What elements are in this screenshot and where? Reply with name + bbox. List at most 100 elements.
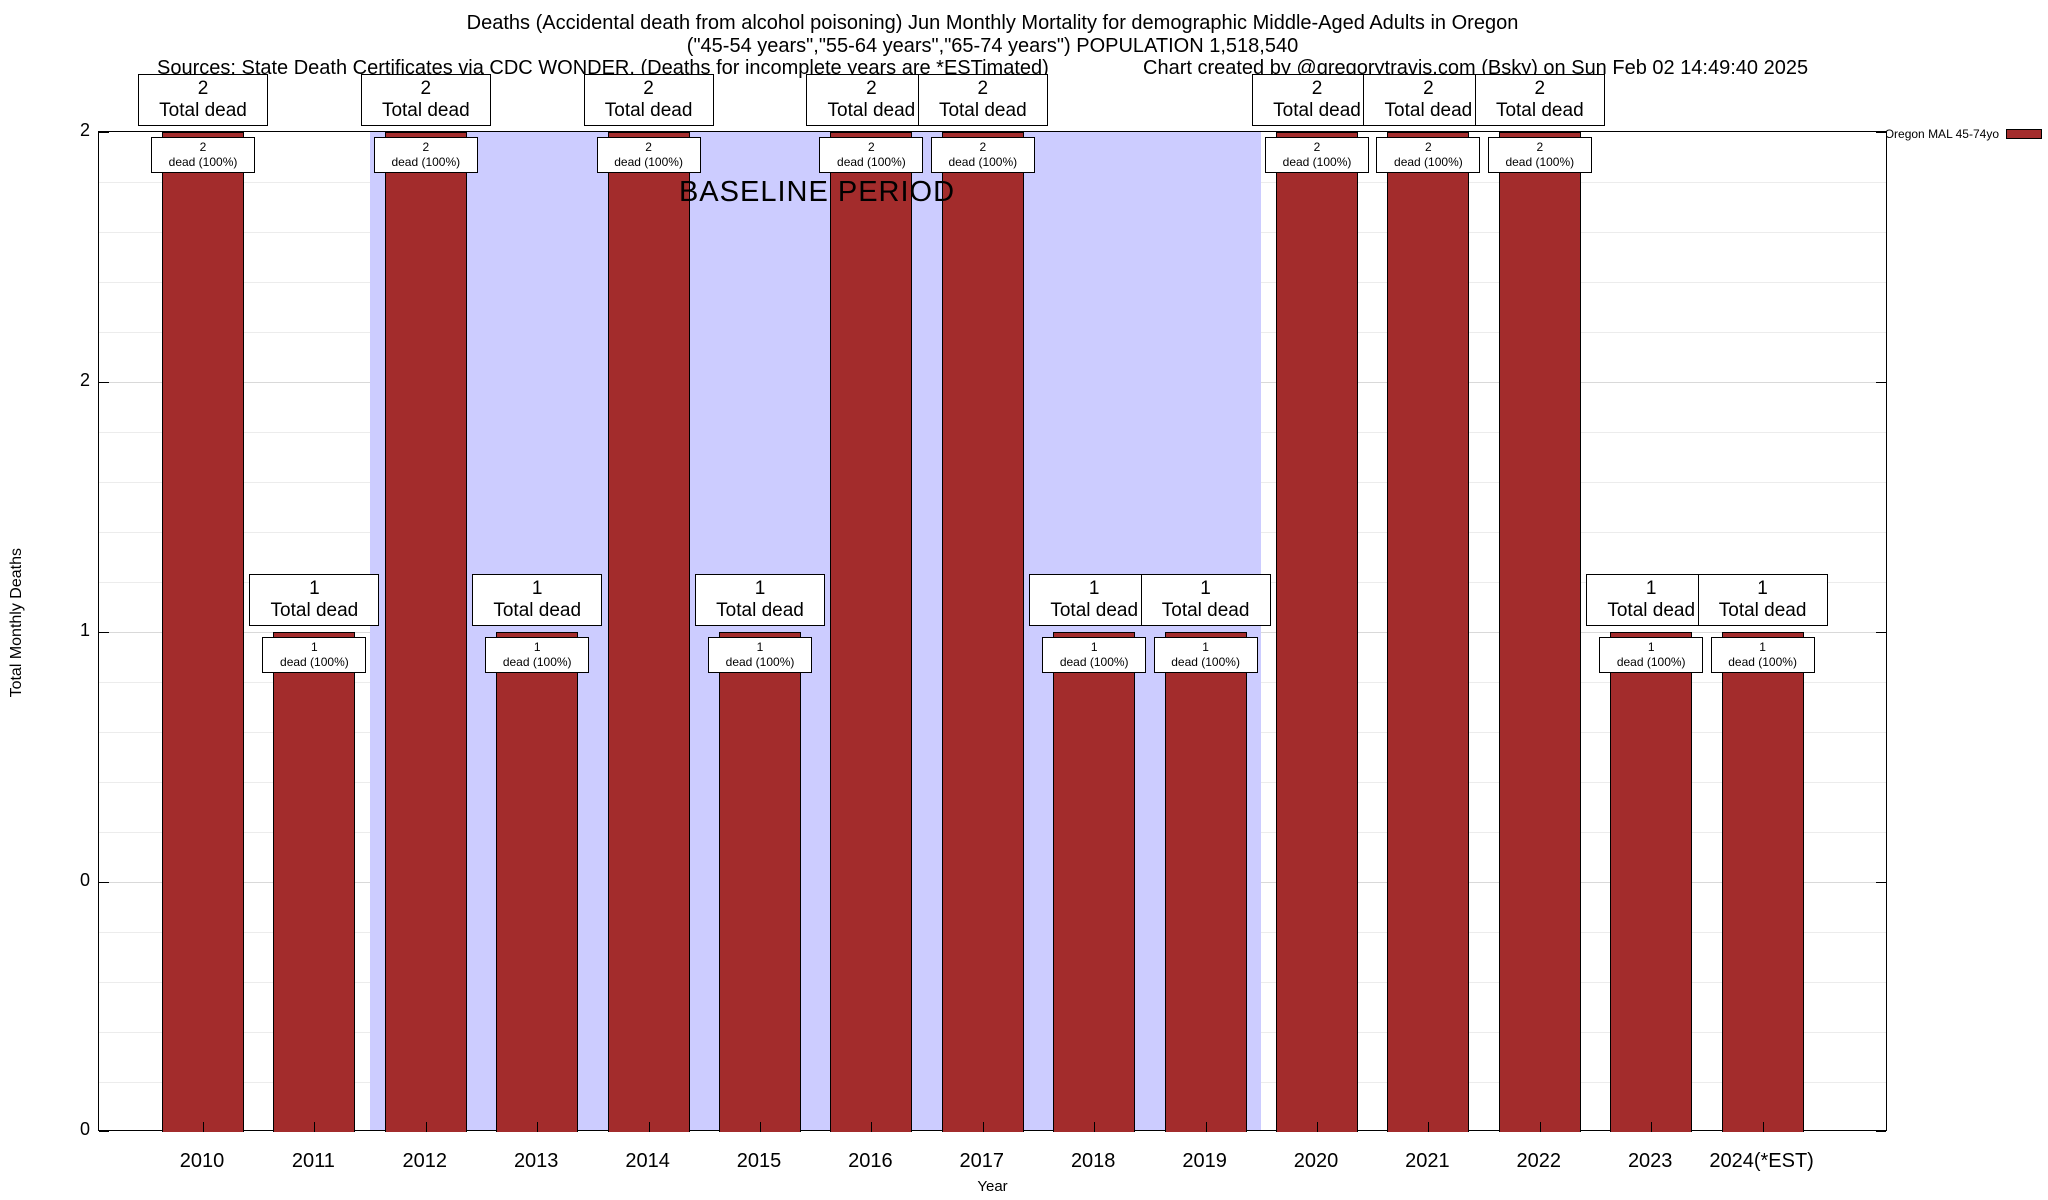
axis-tick [203,1122,204,1132]
x-tick-label: 2015 [736,1150,782,1172]
bar [1498,132,1581,1132]
bar-value-label: 2 dead (100%) [151,137,255,173]
axis-tick [760,1122,761,1132]
axis-tick [1876,1131,1886,1132]
bar-value-label: 2 dead (100%) [596,137,701,173]
bar-value-label: 1 dead (100%) [1042,637,1147,673]
bar-value-label: 1 dead (100%) [1153,637,1258,673]
bar [1721,632,1804,1132]
bar [384,132,467,1132]
bar [1053,632,1136,1132]
y-tick-label: 2 [79,370,90,390]
axis-tick [1876,882,1886,883]
x-tick-label: 2024(*EST) [1709,1150,1814,1172]
bar-total-label: 2 Total dead [583,74,714,126]
axis-tick [1876,382,1886,383]
x-tick-label: 2019 [1182,1150,1227,1172]
x-tick-label: 2013 [513,1150,559,1172]
bar [1610,632,1693,1132]
baseline-annotation: BASELINE PERIOD [678,176,956,208]
axis-tick [1651,1122,1653,1132]
x-axis-label: Year [977,1178,1008,1195]
x-tick-label: 2020 [1293,1150,1339,1172]
bar-value-label: 2 dead (100%) [373,137,478,173]
bar [830,132,913,1132]
axis-tick [1205,1122,1207,1132]
bar-total-label: 2 Total dead [806,74,937,126]
axis-tick [1876,632,1886,633]
bar-total-label: 1 Total dead [1140,574,1271,626]
legend-label: Oregon MAL 45-74yo [1884,127,1999,141]
x-tick-label: 2023 [1627,1150,1673,1172]
bar-total-label: 1 Total dead [695,574,825,626]
bar-total-label: 1 Total dead [472,574,603,626]
axis-tick [99,132,109,133]
axis-tick [871,1122,873,1132]
chart-subtitle: ("45-54 years","55-64 years","65-74 year… [686,35,1299,57]
bar-total-label: 2 Total dead [917,74,1048,126]
bar-total-label: 2 Total dead [1363,74,1494,126]
x-tick-label: 2012 [402,1150,448,1172]
bar-value-label: 2 dead (100%) [819,137,924,173]
axis-tick [1094,1122,1096,1132]
axis-tick [982,1122,984,1132]
bar-value-label: 2 dead (100%) [1487,137,1592,173]
bar-total-label: 2 Total dead [138,74,268,126]
y-tick-label: 2 [79,120,90,140]
credit-note: Chart created by @gregorytravis.com (Bsk… [1143,57,1809,79]
bar-total-label: 2 Total dead [360,74,491,126]
bar-total-label: 2 Total dead [1474,74,1605,126]
bar-value-label: 2 dead (100%) [930,137,1035,173]
y-tick-label: 0 [79,870,90,890]
bar-value-label: 1 dead (100%) [708,637,812,673]
bar-value-label: 1 dead (100%) [1710,637,1815,673]
axis-tick [425,1122,427,1132]
bar [1164,632,1247,1132]
bar [496,632,579,1132]
axis-tick [1876,132,1886,133]
bar [1387,132,1470,1132]
bar [273,632,356,1132]
legend: Oregon MAL 45-74yo [1885,127,2042,141]
bar [1276,132,1358,1132]
plot-area: BASELINE PERIOD 2 Total dead 2 dead (100%) 1 T… [98,74,1887,1132]
y-tick-label: 0 [79,1119,90,1139]
bar [719,632,801,1132]
axis-tick [99,382,109,383]
bar-total-label: 1 Total dead [1029,574,1160,626]
x-tick-label: 2010 [179,1150,225,1172]
bar-value-label: 2 dead (100%) [1265,137,1369,173]
axis-tick [1317,1122,1318,1132]
axis-tick [99,632,109,633]
axis-tick [314,1122,316,1132]
x-tick-label: 2016 [848,1150,893,1172]
bar [162,132,244,1132]
x-tick-label: 2014 [625,1150,670,1172]
axis-tick [537,1122,539,1132]
axis-tick [1539,1122,1541,1132]
y-tick-label: 1 [79,620,90,640]
x-tick-label: 2021 [1405,1150,1450,1172]
axis-tick [648,1122,650,1132]
bar [941,132,1024,1132]
axis-tick [1428,1122,1430,1132]
x-tick-label: 2018 [1070,1150,1116,1172]
sources-note: Sources: State Death Certificates via CD… [157,57,1049,79]
x-tick-label: 2011 [291,1150,335,1172]
chart-title: Deaths (Accidental death from alcohol po… [466,12,1519,34]
bar-total-label: 1 Total dead [1586,574,1717,626]
x-tick-label: 2022 [1516,1150,1562,1172]
y-axis-label: Total Monthly Deaths [8,548,25,698]
axis-tick [99,882,109,883]
bar-value-label: 1 dead (100%) [262,637,367,673]
x-tick-label: 2017 [959,1150,1005,1172]
bar-value-label: 2 dead (100%) [1376,137,1481,173]
bar-total-label: 1 Total dead [249,574,380,626]
bar [607,132,690,1132]
bar-value-label: 1 dead (100%) [1599,637,1704,673]
bar-value-label: 1 dead (100%) [485,637,590,673]
bar-total-label: 1 Total dead [1697,574,1828,626]
axis-tick [99,1131,109,1132]
legend-swatch-icon [2006,129,2042,139]
